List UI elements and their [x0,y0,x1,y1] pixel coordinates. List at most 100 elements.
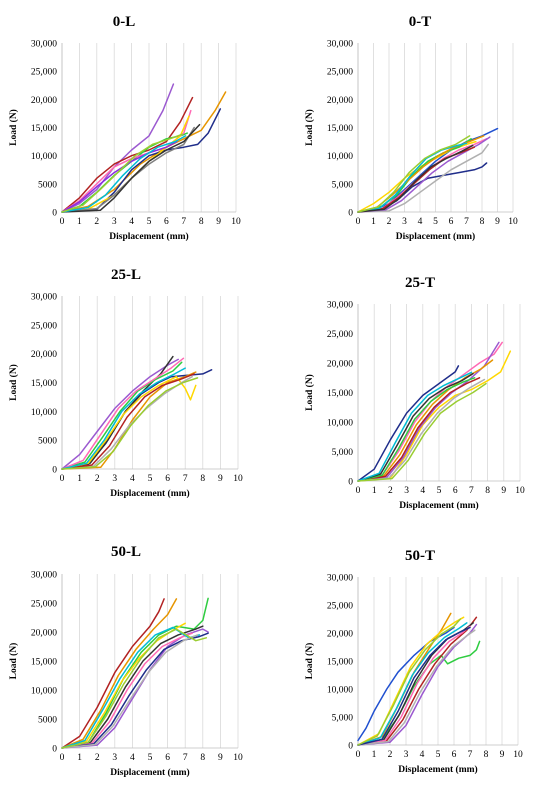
x-axis-label: Displacement (mm) [396,231,475,242]
x-tick-label: 2 [94,217,99,227]
series-line-3 [61,355,174,470]
series-line-11 [357,382,487,482]
x-tick-label: 6 [453,486,458,496]
y-tick-label: 5,000 [332,448,354,458]
chart-title: 50-L [111,544,141,560]
series-line-9 [357,378,486,482]
series-line-10 [357,142,468,213]
x-tick-label: 3 [404,486,409,496]
x-tick-label: 5 [436,750,441,760]
series-line-1 [357,365,460,482]
x-tick-label: 0 [356,486,361,496]
x-tick-label: 4 [130,474,135,484]
series-line-9 [61,126,195,213]
y-tick-label: 5000 [38,437,57,447]
series-line-8 [357,372,474,482]
x-tick-label: 4 [130,753,135,763]
x-tick-label: 3 [404,750,409,760]
chart-title: 0-L [113,14,136,30]
series-line-4 [61,108,222,213]
series-line-5 [357,359,494,482]
y-tick-label: 15,000 [327,389,353,399]
x-tick-label: 9 [218,753,223,763]
series-line-10 [357,629,476,746]
x-tick-label: 1 [372,486,377,496]
series-line-5 [61,625,204,749]
x-tick-label: 8 [484,750,489,760]
series-line-11 [61,628,208,749]
x-tick-label: 7 [464,217,469,227]
x-tick-label: 7 [469,486,474,496]
series-line-9 [61,626,201,749]
x-axis-label: Displacement (mm) [110,767,189,778]
y-tick-label: 30,000 [327,40,353,50]
chart-title: 0-T [409,14,432,30]
x-tick-label: 0 [356,217,361,227]
x-tick-label: 3 [112,753,117,763]
x-axis-label: Displacement (mm) [110,488,189,499]
chart-panel-50-T: 50-T 0 1 2 3 4 5 6 7 8 9 10 0 5,000 10,000 15,000 20,000… [304,548,523,775]
x-tick-label: 8 [485,486,490,496]
y-tick-label: 15,000 [31,658,57,668]
series-line-7 [61,361,183,470]
y-tick-label: 0 [52,209,57,219]
series-line-11 [357,144,474,213]
y-tick-label: 15,000 [327,124,353,134]
x-tick-label: 4 [418,217,423,227]
x-tick-label: 6 [164,217,169,227]
y-tick-label: 0 [348,742,353,752]
series-line-6 [61,632,193,749]
x-tick-label: 5 [147,217,152,227]
y-tick-label: 10,000 [327,419,353,429]
x-tick-label: 1 [77,474,82,484]
x-tick-label: 6 [165,474,170,484]
x-axis-label: Displacement (mm) [109,231,188,242]
x-tick-label: 3 [402,217,407,227]
x-tick-label: 1 [372,750,377,760]
x-tick-label: 10 [231,217,241,227]
y-tick-label: 10,000 [31,687,57,697]
x-tick-label: 2 [95,474,100,484]
x-tick-label: 5 [148,753,153,763]
series-line-5 [61,375,197,470]
series-line-9 [357,622,468,746]
series-line-8 [357,625,471,746]
y-axis-label: Load (N) [8,109,19,146]
series-line-11 [357,626,471,746]
series-line-3 [357,341,503,482]
y-tick-label: 20,000 [31,350,57,360]
y-tick-label: 25,000 [31,321,57,331]
y-tick-label: 20,000 [327,630,353,640]
x-tick-label: 2 [388,750,393,760]
series-line-6 [61,375,193,470]
x-tick-label: 4 [420,486,425,496]
y-tick-label: 30,000 [31,571,57,581]
x-tick-label: 1 [77,217,82,227]
x-tick-label: 0 [60,753,65,763]
x-tick-label: 8 [199,217,204,227]
y-tick-label: 0 [348,209,353,219]
x-tick-label: 1 [371,217,376,227]
y-axis-label: Load (N) [304,643,315,680]
series-line-6 [357,377,481,482]
series-line-2 [61,597,209,749]
y-tick-label: 20,000 [327,360,353,370]
series-line-8 [61,357,185,470]
y-tick-label: 10,000 [31,408,57,418]
x-tick-label: 8 [480,217,485,227]
x-tick-label: 7 [181,217,186,227]
y-tick-label: 15,000 [327,658,353,668]
y-tick-label: 20,000 [31,96,57,106]
series-line-5 [357,143,489,213]
chart-title: 25-T [405,275,435,291]
x-tick-label: 5 [433,217,438,227]
y-axis-label: Load (N) [8,364,19,401]
series-line-7 [357,377,476,482]
series-line-3 [61,598,178,749]
chart-title: 50-T [405,548,435,564]
y-tick-label: 5,000 [332,714,354,724]
x-tick-label: 10 [233,753,243,763]
y-tick-label: 25,000 [327,68,353,78]
y-tick-label: 25,000 [31,68,57,78]
